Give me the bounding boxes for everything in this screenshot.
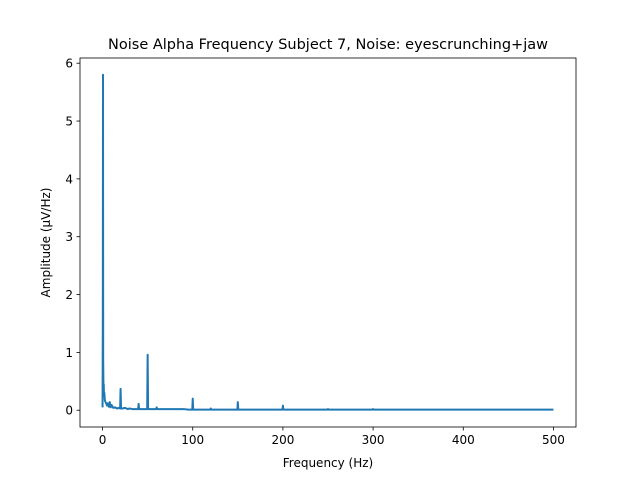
y-tick-label: 0 <box>65 404 73 418</box>
x-tick-label: 100 <box>181 433 204 447</box>
axes-frame <box>79 57 577 428</box>
chart-title: Noise Alpha Frequency Subject 7, Noise: … <box>108 37 548 53</box>
series-line-0 <box>101 73 554 411</box>
x-tick-label: 0 <box>99 433 107 447</box>
y-axis: 0 1 2 3 4 5 6 <box>65 57 80 418</box>
y-tick-label: 6 <box>65 57 73 71</box>
y-tick-label: 4 <box>65 172 73 186</box>
x-axis-label: Frequency (Hz) <box>283 456 374 470</box>
series-layer <box>101 73 554 411</box>
y-tick-label: 2 <box>65 288 73 302</box>
x-tick-label: 400 <box>452 433 475 447</box>
x-tick-label: 200 <box>271 433 294 447</box>
x-tick-label: 500 <box>542 433 565 447</box>
x-axis: 0 100 200 300 400 500 <box>99 427 565 447</box>
plot-area <box>79 57 577 428</box>
x-tick-label: 300 <box>362 433 385 447</box>
y-axis-label: Amplitude (μV/Hz) <box>39 188 53 298</box>
y-tick-label: 5 <box>65 115 73 129</box>
y-tick-label: 1 <box>65 346 73 360</box>
y-tick-label: 3 <box>65 230 73 244</box>
